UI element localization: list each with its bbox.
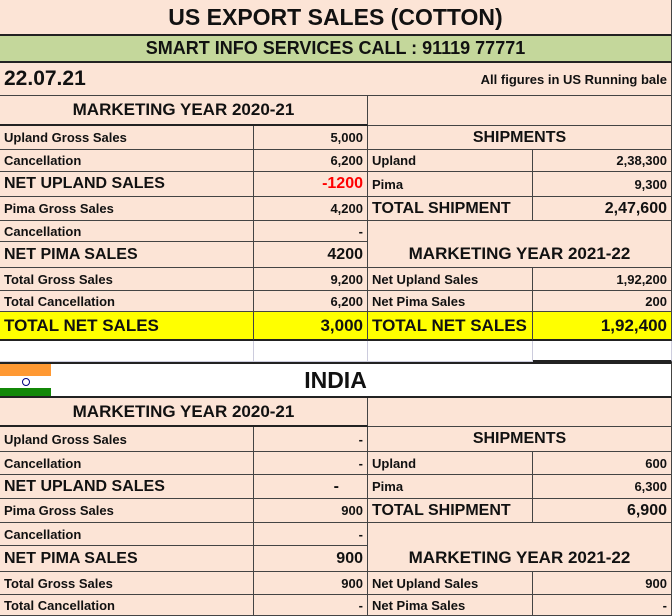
india-row-label: Cancellation [0,452,254,475]
india-ship-value: 6,300 [533,475,672,499]
contact-banner: SMART INFO SERVICES CALL : 91119 77771 [0,36,672,63]
india-flag-icon [0,364,51,396]
india-my-header: MARKETING YEAR 2020-21 [0,398,368,427]
us-row-label: Pima Gross Sales [0,197,254,221]
us-row-value: 6,200 [254,150,368,172]
india-row-label: Pima Gross Sales [0,499,254,523]
us-row-label: Cancellation [0,150,254,172]
units-note: All figures in US Running bale [368,63,672,96]
blank-cell [0,341,254,362]
us-row-value: 4200 [254,242,368,268]
india-row-label: Total Cancellation [0,595,254,616]
india-next-value: - [533,595,672,616]
report-date: 22.07.21 [0,63,368,96]
us-row-label: Cancellation [0,221,254,242]
india-row-value: 900 [254,499,368,523]
us-next-total-value: 1,92,400 [533,312,672,341]
india-next-label: Net Pima Sales [368,595,533,616]
india-section-title: INDIA [0,362,672,398]
india-row-value: 900 [254,546,368,572]
us-row-label: NET UPLAND SALES [0,172,254,197]
us-ship-value: 2,38,300 [533,150,672,172]
us-next-my-header: MARKETING YEAR 2021-22 [368,221,672,268]
us-ship-total-label: TOTAL SHIPMENT [368,197,533,221]
us-row-value: 5,000 [254,126,368,150]
us-row-label: Total Cancellation [0,291,254,312]
india-row-value: - [254,595,368,616]
india-shipments-header: SHIPMENTS [368,427,672,452]
us-my-header: MARKETING YEAR 2020-21 [0,96,368,126]
us-next-label: Net Pima Sales [368,291,533,312]
india-ship-total-value: 6,900 [533,499,672,523]
india-next-value: 900 [533,572,672,595]
us-next-label: Net Upland Sales [368,268,533,291]
us-row-label: Total Gross Sales [0,268,254,291]
us-total-net-value: 3,000 [254,312,368,341]
india-next-label: Net Upland Sales [368,572,533,595]
us-row-label: NET PIMA SALES [0,242,254,268]
us-row-value: 6,200 [254,291,368,312]
india-row-value: - [254,427,368,452]
us-total-net-label: TOTAL NET SALES [0,312,254,341]
us-ship-label: Pima [368,172,533,197]
us-row-label: Upland Gross Sales [0,126,254,150]
us-ship-value: 9,300 [533,172,672,197]
india-row-value: - [254,523,368,546]
india-row-label: NET UPLAND SALES [0,475,254,499]
us-ship-total-value: 2,47,600 [533,197,672,221]
india-row-label: Total Gross Sales [0,572,254,595]
blank-cell [368,96,672,126]
us-next-total-label: TOTAL NET SALES [368,312,533,341]
sheet-title: US EXPORT SALES (COTTON) [0,0,672,36]
us-row-value: 9,200 [254,268,368,291]
india-ship-total-label: TOTAL SHIPMENT [368,499,533,523]
us-row-value: 4,200 [254,197,368,221]
us-row-value: - [254,221,368,242]
india-ship-value: 600 [533,452,672,475]
india-next-my-header: MARKETING YEAR 2021-22 [368,523,672,572]
us-next-value: 1,92,200 [533,268,672,291]
india-title: INDIA [304,366,367,393]
india-row-label: Cancellation [0,523,254,546]
us-net-upland-value: -1200 [254,172,368,197]
india-row-value: - [254,452,368,475]
us-next-value: 200 [533,291,672,312]
india-row-value: - [254,475,368,499]
india-row-label: Upland Gross Sales [0,427,254,452]
blank-cell [368,398,672,427]
blank-cell [533,341,672,362]
india-row-label: NET PIMA SALES [0,546,254,572]
india-ship-label: Upland [368,452,533,475]
blank-cell [368,341,533,362]
india-row-value: 900 [254,572,368,595]
us-ship-label: Upland [368,150,533,172]
blank-cell [254,341,368,362]
india-ship-label: Pima [368,475,533,499]
us-shipments-header: SHIPMENTS [368,126,672,150]
